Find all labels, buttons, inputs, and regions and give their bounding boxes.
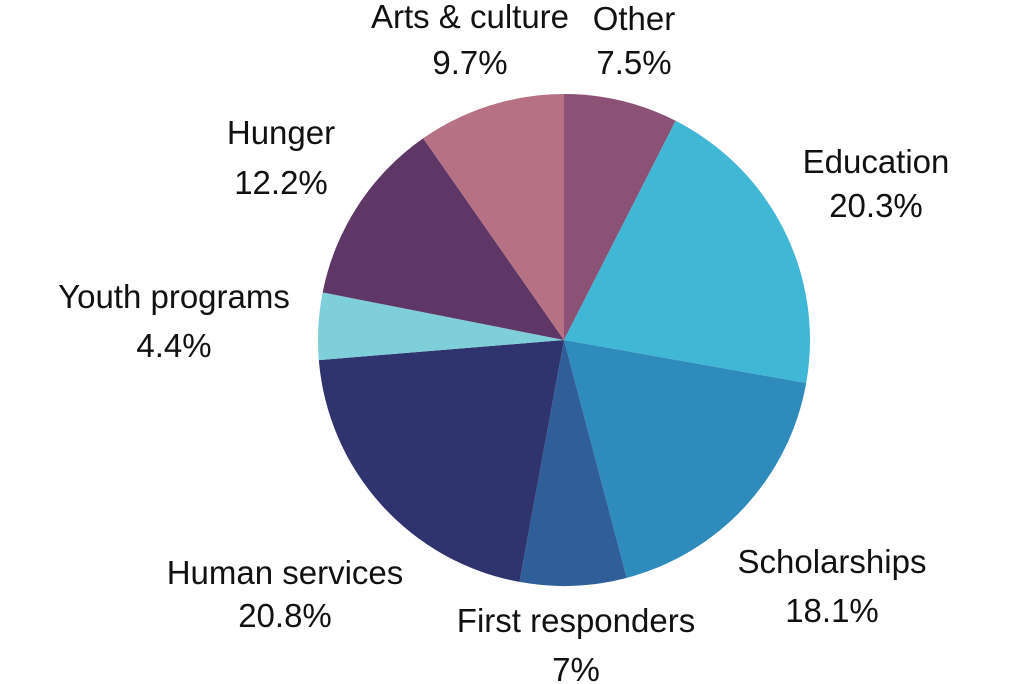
pie-slice-other [564, 94, 676, 340]
slice-label-youth-programs: Youth programs [58, 278, 290, 315]
slice-percent-scholarships: 18.1% [785, 592, 879, 629]
pie-slices [317, 94, 810, 587]
slice-label-arts-and-culture: Arts & culture [371, 0, 569, 35]
slice-percent-youth-programs: 4.4% [136, 327, 211, 364]
pie-labels: Other 7.5% Education 20.3% Scholarships 18.1%… [58, 0, 949, 684]
slice-label-human-services: Human services [167, 554, 404, 591]
pie-slice-hunger [322, 138, 564, 340]
slice-label-scholarships: Scholarships [738, 543, 927, 580]
slice-label-first-responders: First responders [457, 602, 695, 639]
pie-slice-arts-and-culture [423, 94, 564, 340]
slice-percent-arts-and-culture: 9.7% [432, 44, 507, 81]
pie-slice-education [564, 120, 810, 384]
slice-percent-education: 20.3% [829, 187, 923, 224]
slice-percent-other: 7.5% [596, 44, 671, 81]
slice-label-other: Other [593, 0, 676, 37]
slice-percent-hunger: 12.2% [234, 164, 328, 201]
slice-percent-human-services: 20.8% [238, 597, 332, 634]
pie-slice-human-services [318, 340, 564, 582]
pie-slice-youth-programs [317, 292, 564, 361]
slice-label-education: Education [803, 143, 950, 180]
slice-percent-first-responders: 7% [552, 651, 600, 684]
pie-slice-first-responders [519, 340, 627, 587]
slice-label-hunger: Hunger [227, 114, 335, 151]
pie-slice-scholarships [564, 340, 807, 578]
